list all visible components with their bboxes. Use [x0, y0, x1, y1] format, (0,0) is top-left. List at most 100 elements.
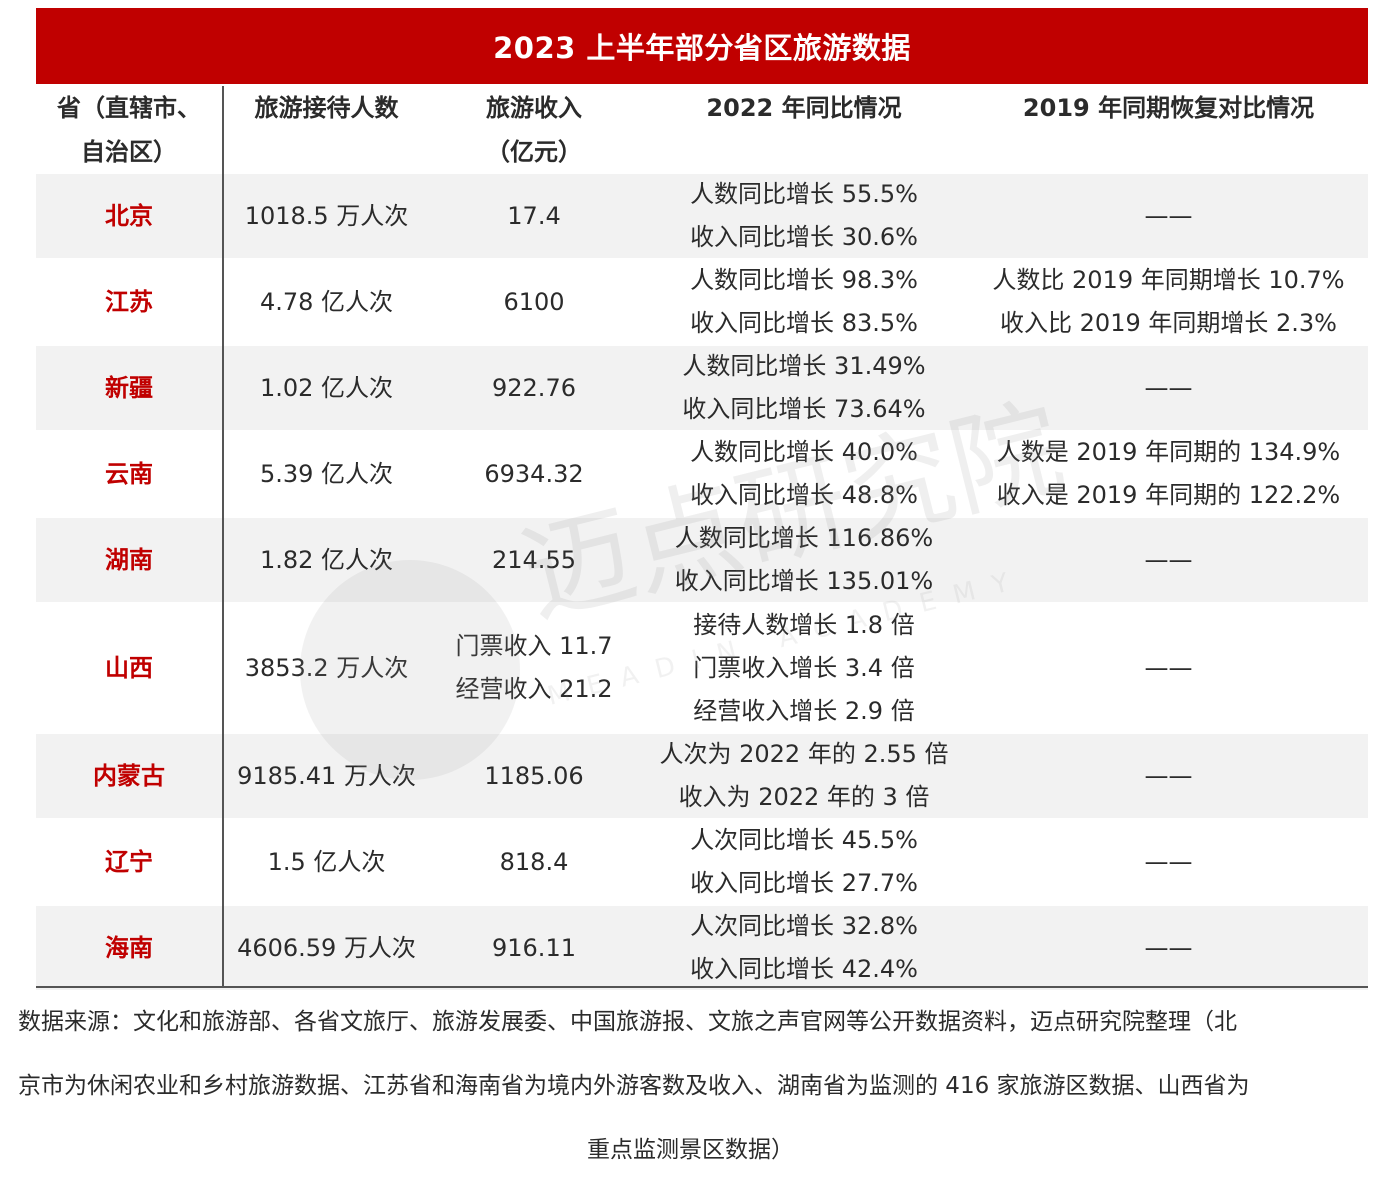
vs2019-cell-line: ——	[1144, 201, 1193, 230]
header-revenue-line1: 旅游收入	[486, 94, 582, 122]
visitors-cell: 1.82 亿人次	[259, 545, 394, 574]
yoy2022-cell-line: 人数同比增长 55.5%	[690, 180, 918, 208]
yoy2022-cell-line: 收入为 2022 年的 3 倍	[678, 783, 930, 811]
province-name: 内蒙古	[93, 761, 165, 790]
yoy2022-cell-line: 人数同比增长 116.86%	[674, 524, 934, 552]
header-province-line2: 自治区）	[81, 138, 177, 166]
header-vs2019-label: 2019 年同期恢复对比情况	[1022, 94, 1315, 122]
yoy2022-cell-line: 人数同比增长 98.3%	[690, 266, 918, 294]
table-row: 新疆 1.02 亿人次 922.76 人数同比增长 31.49% 收入同比增长 73.6…	[36, 346, 1368, 432]
vs2019-cell-line: ——	[1144, 545, 1193, 574]
yoy2022-cell-line: 人次为 2022 年的 2.55 倍	[659, 740, 949, 768]
yoy2022-cell-line: 收入同比增长 27.7%	[690, 869, 918, 897]
vs2019-cell-line: ——	[1144, 373, 1193, 402]
yoy2022-cell: 接待人数增长 1.8 倍门票收入增长 3.4 倍经营收入增长 2.9 倍	[639, 604, 969, 732]
vs2019-cell: ——	[969, 604, 1368, 732]
footnote-line-1: 数据来源：文化和旅游部、各省文旅厅、旅游发展委、中国旅游报、文旅之声官网等公开数…	[18, 1009, 1237, 1035]
table-row: 北京 1018.5 万人次 17.4 人数同比增长 55.5% 收入同比增长 30.6%…	[36, 174, 1368, 260]
column-divider	[222, 86, 224, 988]
vs2019-cell-line: ——	[1144, 653, 1193, 682]
visitors-cell: 3853.2 万人次	[244, 653, 409, 682]
visitors-cell: 1018.5 万人次	[244, 201, 409, 230]
province-name: 新疆	[105, 373, 153, 402]
yoy2022-cell: 人数同比增长 40.0% 收入同比增长 48.8%	[639, 432, 969, 516]
footnote-line-3: 重点监测景区数据）	[587, 1137, 794, 1163]
revenue-cell-line: 6934.32	[484, 459, 584, 488]
vs2019-cell-line: 收入是 2019 年同期的 122.2%	[996, 481, 1341, 509]
yoy2022-cell-line: 收入同比增长 73.64%	[682, 395, 926, 423]
revenue-cell: 916.11	[429, 906, 639, 990]
header-vs2019: 2019 年同期恢复对比情况	[969, 86, 1368, 174]
visitors-cell: 1.5 亿人次	[267, 847, 386, 876]
table-row: 山西 3853.2 万人次 门票收入 11.7 经营收入 21.2 接待人数增长 1.8…	[36, 604, 1368, 734]
table-row: 辽宁 1.5 亿人次 818.4 人次同比增长 45.5% 收入同比增长 27.7% ——	[36, 820, 1368, 906]
yoy2022-cell-line: 收入同比增长 42.4%	[690, 955, 918, 983]
table-title: 2023 上半年部分省区旅游数据	[36, 8, 1368, 84]
yoy2022-cell-line: 人数同比增长 40.0%	[690, 438, 918, 466]
header-visitors: 旅游接待人数	[224, 86, 429, 174]
source-footnote: 数据来源：文化和旅游部、各省文旅厅、旅游发展委、中国旅游报、文旅之声官网等公开数…	[18, 990, 1363, 1182]
revenue-cell-line: 1185.06	[484, 761, 584, 790]
visitors-cell: 1.02 亿人次	[259, 373, 394, 402]
province-name: 云南	[105, 459, 153, 488]
vs2019-cell: ——	[969, 906, 1368, 990]
revenue-cell-line: 17.4	[507, 201, 561, 230]
vs2019-cell-line: ——	[1144, 847, 1193, 876]
vs2019-cell: 人数比 2019 年同期增长 10.7% 收入比 2019 年同期增长 2.3%	[969, 260, 1368, 344]
vs2019-cell: ——	[969, 346, 1368, 430]
yoy2022-cell: 人数同比增长 98.3% 收入同比增长 83.5%	[639, 260, 969, 344]
province-name: 山西	[105, 653, 153, 682]
revenue-cell-line: 916.11	[492, 933, 576, 962]
yoy2022-cell-line: 收入同比增长 83.5%	[690, 309, 918, 337]
table-header: 省（直辖市、 自治区） 旅游接待人数 旅游收入 （亿元） 2022 年同比情况 …	[36, 86, 1368, 174]
revenue-cell: 1185.06	[429, 734, 639, 818]
table-row: 云南 5.39 亿人次 6934.32 人数同比增长 40.0% 收入同比增长 48.8…	[36, 432, 1368, 518]
header-visitors-label: 旅游接待人数	[254, 94, 399, 122]
yoy2022-cell-line: 经营收入增长 2.9 倍	[693, 696, 915, 725]
header-revenue: 旅游收入 （亿元）	[429, 86, 639, 174]
header-yoy2022-label: 2022 年同比情况	[706, 94, 902, 122]
yoy2022-cell-line: 收入同比增长 48.8%	[690, 481, 918, 509]
yoy2022-cell: 人数同比增长 55.5% 收入同比增长 30.6%	[639, 174, 969, 258]
province-name: 辽宁	[105, 847, 153, 876]
vs2019-cell-line: 人数比 2019 年同期增长 10.7%	[992, 266, 1345, 294]
revenue-cell: 6100	[429, 260, 639, 344]
yoy2022-cell: 人次同比增长 32.8% 收入同比增长 42.4%	[639, 906, 969, 990]
header-province-line1: 省（直辖市、	[57, 94, 201, 122]
vs2019-cell-line: ——	[1144, 933, 1193, 962]
vs2019-cell: ——	[969, 734, 1368, 818]
header-province: 省（直辖市、 自治区）	[36, 86, 222, 174]
visitors-cell: 5.39 亿人次	[259, 459, 394, 488]
yoy2022-cell-line: 门票收入增长 3.4 倍	[693, 653, 915, 682]
yoy2022-cell-line: 人次同比增长 45.5%	[690, 826, 918, 854]
revenue-cell-line: 6100	[503, 287, 565, 316]
footnote-line-2: 京市为休闲农业和乡村旅游数据、江苏省和海南省为境内外游客数及收入、湖南省为监测的…	[18, 1073, 1250, 1099]
province-name: 北京	[105, 201, 153, 230]
vs2019-cell: 人数是 2019 年同期的 134.9% 收入是 2019 年同期的 122.2%	[969, 432, 1368, 516]
yoy2022-cell-line: 收入同比增长 135.01%	[674, 567, 934, 595]
vs2019-cell-line: 收入比 2019 年同期增长 2.3%	[1000, 309, 1337, 337]
province-name: 湖南	[105, 545, 153, 574]
revenue-cell: 922.76	[429, 346, 639, 430]
revenue-cell-line: 214.55	[492, 545, 576, 574]
revenue-cell: 6934.32	[429, 432, 639, 516]
yoy2022-cell-line: 接待人数增长 1.8 倍	[693, 610, 915, 639]
revenue-cell: 214.55	[429, 518, 639, 602]
revenue-cell-line: 门票收入 11.7	[455, 632, 613, 660]
yoy2022-cell: 人数同比增长 31.49% 收入同比增长 73.64%	[639, 346, 969, 430]
visitors-cell: 4.78 亿人次	[259, 287, 394, 316]
vs2019-cell-line: 人数是 2019 年同期的 134.9%	[996, 438, 1341, 466]
revenue-cell: 17.4	[429, 174, 639, 258]
yoy2022-cell-line: 收入同比增长 30.6%	[690, 223, 918, 251]
yoy2022-cell: 人次为 2022 年的 2.55 倍收入为 2022 年的 3 倍	[639, 734, 969, 818]
header-yoy2022: 2022 年同比情况	[639, 86, 969, 174]
province-name: 海南	[105, 933, 153, 962]
vs2019-cell: ——	[969, 518, 1368, 602]
table-row: 湖南 1.82 亿人次 214.55 人数同比增长 116.86% 收入同比增长 135…	[36, 518, 1368, 604]
table-bottom-border	[36, 986, 1368, 988]
revenue-cell-line: 922.76	[492, 373, 576, 402]
vs2019-cell-line: ——	[1144, 761, 1193, 790]
province-name: 江苏	[105, 287, 153, 316]
revenue-cell-line: 818.4	[499, 847, 569, 876]
revenue-cell: 818.4	[429, 820, 639, 904]
